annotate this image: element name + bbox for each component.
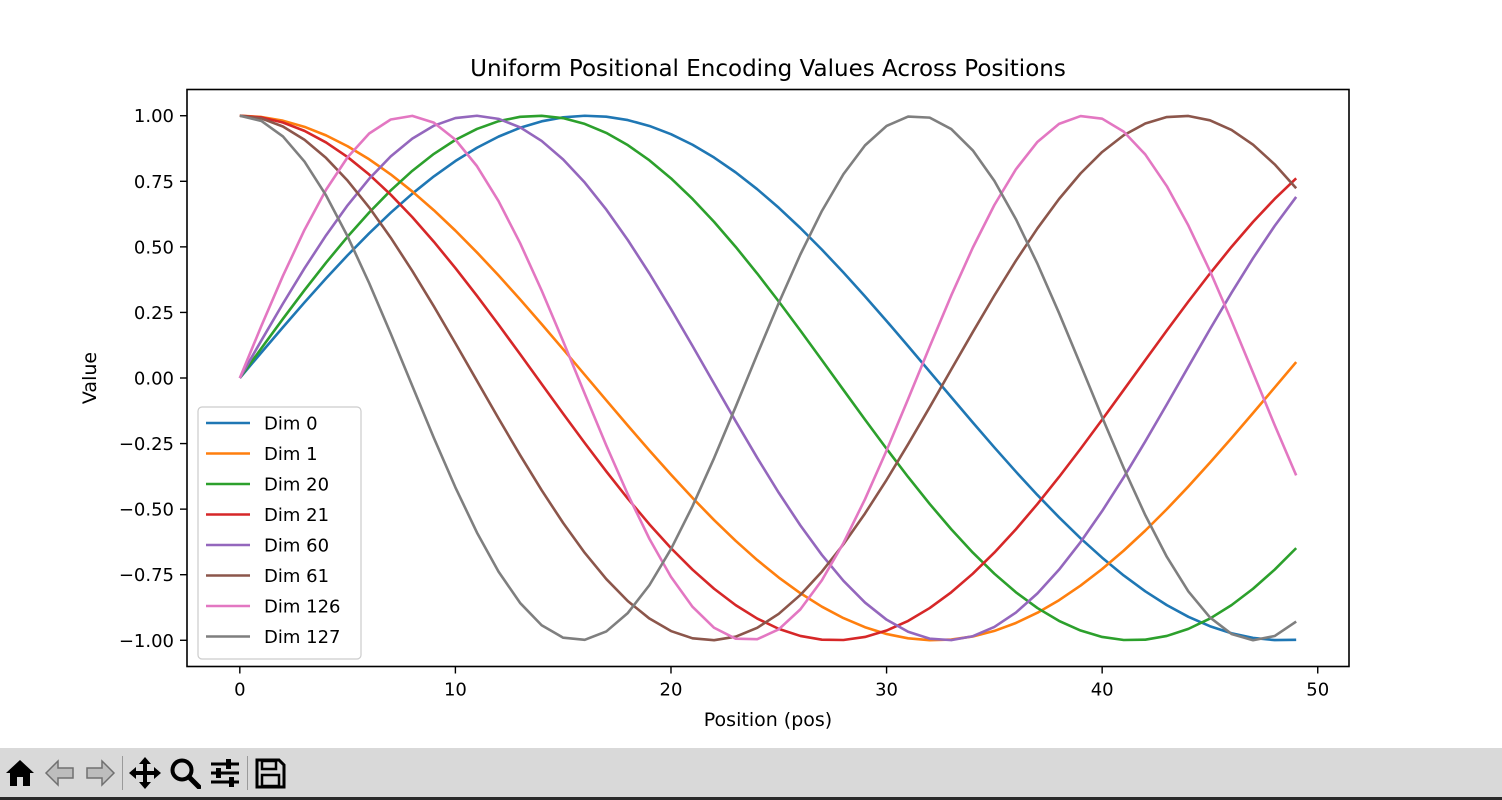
y-axis-label: Value	[79, 352, 101, 404]
series-line-6	[238, 114, 1298, 641]
toolbar-separator	[122, 755, 123, 790]
legend: Dim 0 Dim 1 Dim 20 Dim 21 Dim 60 Dim 61 Dim 12…	[197, 406, 362, 660]
home-icon	[6, 759, 34, 786]
toolbar-separator	[247, 755, 248, 790]
y-tick-label: −0.25	[119, 434, 174, 455]
pan-button[interactable]	[125, 751, 165, 795]
x-tick-label: 10	[444, 680, 467, 701]
series-line-4	[238, 114, 1298, 642]
legend-label: Dim 1	[264, 444, 318, 465]
legend-label: Dim 60	[264, 536, 329, 557]
y-axis: 1.00 0.75 0.50 0.25 0.00 −0.25 −0.50 −0.75 −1.00	[119, 106, 187, 652]
y-tick-label: 0.00	[134, 369, 174, 390]
back-icon	[44, 758, 74, 787]
y-tick-label: 0.75	[134, 172, 174, 193]
save-button[interactable]	[250, 751, 290, 795]
home-button[interactable]	[0, 751, 40, 795]
back-button[interactable]	[40, 751, 80, 795]
y-tick-label: −0.75	[119, 565, 174, 586]
legend-label: Dim 0	[264, 414, 318, 435]
legend-label: Dim 21	[264, 505, 329, 526]
x-axis-label: Position (pos)	[704, 709, 832, 731]
x-axis: 0 10 20 30 40 50	[234, 666, 1329, 701]
series-line-0	[238, 114, 1297, 642]
chart-title: Uniform Positional Encoding Values Acros…	[470, 56, 1066, 82]
forward-button[interactable]	[80, 751, 120, 795]
forward-icon	[86, 758, 116, 787]
x-tick-label: 0	[234, 680, 245, 701]
y-tick-label: −0.50	[119, 500, 174, 521]
line-chart: Uniform Positional Encoding Values Acros…	[79, 56, 1350, 731]
x-tick-label: 20	[660, 680, 683, 701]
legend-label: Dim 61	[264, 566, 329, 587]
configure-button[interactable]	[205, 751, 245, 795]
y-tick-label: 0.25	[134, 303, 174, 324]
x-tick-label: 30	[875, 680, 898, 701]
x-tick-label: 50	[1306, 680, 1329, 701]
series-line-7	[239, 114, 1297, 642]
series-line-5	[239, 114, 1298, 642]
series-layer	[238, 114, 1298, 642]
y-tick-label: 0.50	[134, 237, 174, 258]
save-icon	[255, 758, 286, 788]
window-edge	[1500, 0, 1502, 748]
x-tick-label: 40	[1091, 680, 1114, 701]
zoom-button[interactable]	[165, 751, 205, 795]
series-line-2	[238, 114, 1298, 642]
configure-icon	[211, 758, 239, 787]
legend-label: Dim 20	[264, 475, 329, 496]
pan-icon	[129, 756, 161, 789]
zoom-icon	[170, 758, 201, 789]
y-tick-label: 1.00	[134, 106, 174, 127]
series-line-1	[239, 114, 1298, 642]
series-line-3	[239, 114, 1298, 642]
y-tick-label: −1.00	[119, 631, 174, 652]
legend-label: Dim 127	[264, 627, 340, 648]
navigation-toolbar	[0, 748, 1502, 800]
legend-label: Dim 126	[264, 597, 340, 618]
legend-box	[197, 406, 362, 660]
